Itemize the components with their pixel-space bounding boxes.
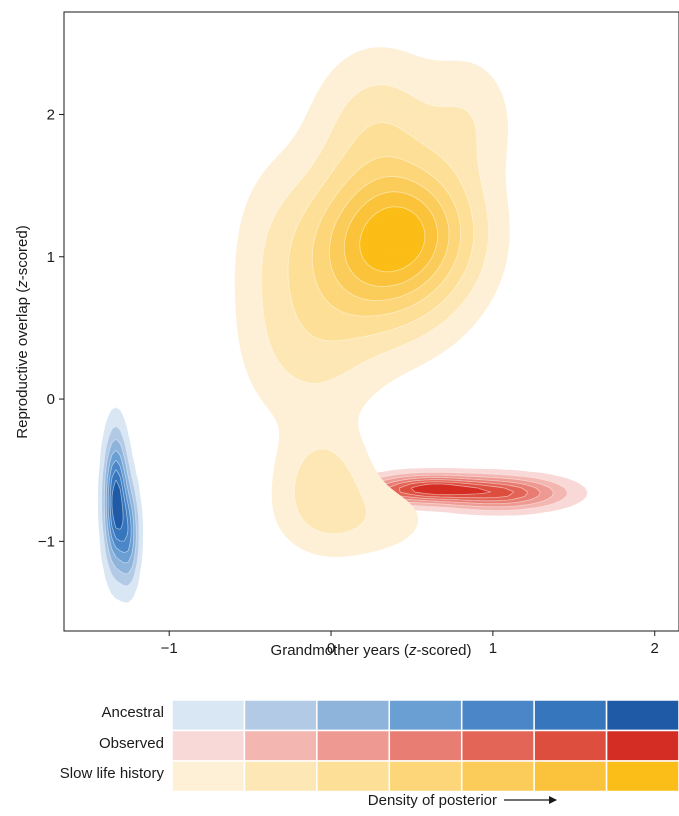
series-slow-life-history (234, 47, 510, 557)
y-tick-label: −1 (38, 533, 55, 550)
x-tick-label: 0 (327, 640, 335, 657)
y-tick-label: 1 (47, 249, 55, 266)
contour-line-2 (261, 84, 489, 535)
density-legend: Ancestral Observed Slow life history Den… (60, 699, 679, 809)
legend-swatch (316, 699, 391, 732)
legend-swatch (533, 699, 608, 732)
legend-swatch (605, 729, 679, 762)
legend-swatch (243, 729, 318, 762)
legend-swatch (460, 699, 535, 732)
legend-swatch (605, 760, 679, 793)
contour-line-5 (107, 459, 132, 553)
legend-swatch (243, 699, 318, 732)
contour-line-7 (410, 483, 491, 496)
contour-line-6 (398, 481, 515, 499)
x-axis-ticks: −1 0 1 2 (161, 631, 659, 657)
x-axis-label: Grandmother years (z-scored) (271, 642, 472, 659)
y-tick-label: 0 (47, 391, 55, 408)
legend-label-ancestral: Ancestral (101, 704, 164, 721)
legend-label-observed: Observed (99, 735, 164, 752)
y-axis-label: Reproductive overlap (z-scored) (14, 225, 31, 438)
legend-swatch (533, 760, 608, 793)
legend-swatch (316, 760, 391, 793)
contour-line-3 (103, 438, 137, 575)
plot-area: −1 0 1 2 −1 0 1 2 Grandmother years (z-scored)… (14, 11, 679, 659)
contour-line-2 (101, 425, 140, 587)
x-tick-label: −1 (161, 640, 178, 657)
legend-swatch (171, 760, 246, 793)
legend-swatch (243, 760, 318, 793)
x-tick-label: 1 (489, 640, 497, 657)
x-tick-label: 2 (651, 640, 659, 657)
legend-swatch (460, 760, 535, 793)
series-ancestral (97, 407, 144, 603)
y-tick-label: 2 (47, 106, 55, 123)
legend-swatch (605, 699, 679, 732)
legend-swatch (460, 729, 535, 762)
plot-frame (63, 11, 679, 632)
legend-arrow-icon (504, 796, 557, 804)
legend-swatch (533, 729, 608, 762)
contour-line-7 (111, 479, 124, 530)
contour-line-6 (109, 469, 129, 542)
legend-swatches (171, 699, 679, 793)
legend-swatch (388, 729, 463, 762)
legend-swatch (388, 760, 463, 793)
contour-line-4 (311, 156, 461, 317)
y-axis-ticks: −1 0 1 2 (38, 106, 64, 550)
legend-swatch (316, 729, 391, 762)
legend-swatch (171, 729, 246, 762)
legend-swatch (388, 699, 463, 732)
legend-swatch (171, 699, 246, 732)
contour-line-3 (287, 122, 475, 342)
contour-line-4 (105, 450, 135, 564)
contour-line-7 (359, 206, 426, 273)
contour-line-5 (329, 176, 450, 301)
contour-layer (97, 47, 588, 603)
legend-title: Density of posterior (368, 792, 497, 809)
contour-line-6 (343, 191, 438, 287)
legend-label-slow-life-history: Slow life history (60, 765, 165, 782)
